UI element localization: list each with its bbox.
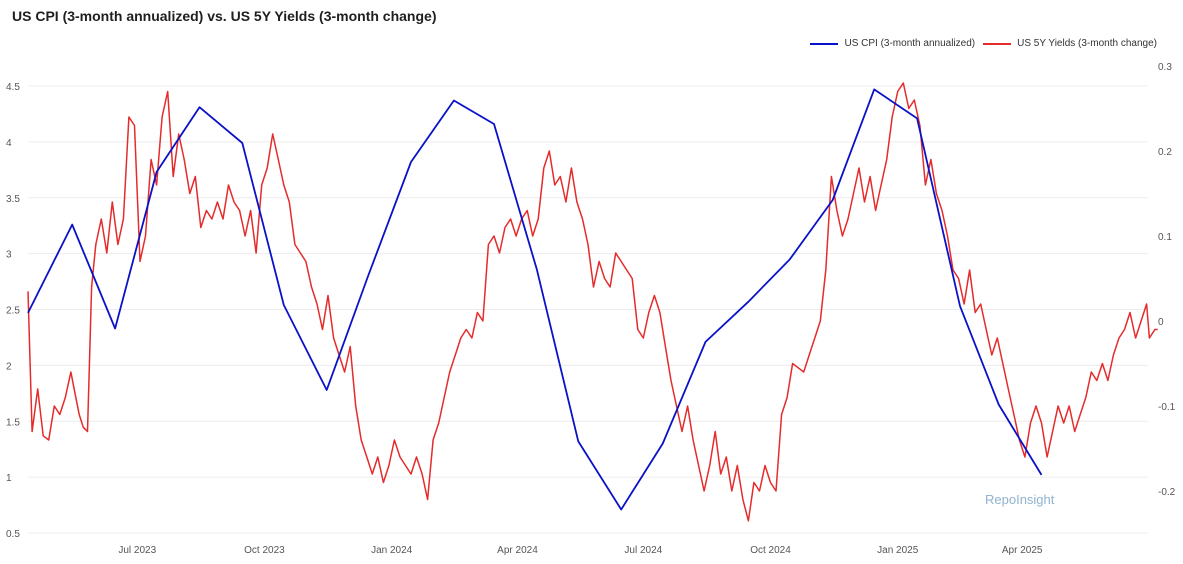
- legend-item-cpi[interactable]: US CPI (3-month annualized): [810, 38, 975, 49]
- legend-swatch-5y-yields: [983, 42, 1012, 45]
- y-right-tick-label: 0.1: [1158, 232, 1172, 243]
- watermark: RepoInsight: [985, 492, 1055, 507]
- y-left-tick-label: 4.5: [6, 82, 20, 93]
- y-right-tick-label: -0.1: [1158, 402, 1176, 413]
- y-left-tick-label: 3.5: [6, 194, 20, 205]
- y-right-tick-label: 0.3: [1158, 62, 1172, 73]
- y-left-tick-label: 3: [6, 250, 12, 261]
- x-tick-label: Jan 2025: [877, 545, 919, 556]
- y-left-tick-label: 4: [6, 138, 12, 149]
- x-tick-label: Apr 2024: [497, 545, 538, 556]
- y-left-tick-label: 0.5: [6, 529, 20, 540]
- x-tick-label: Apr 2025: [1002, 545, 1043, 556]
- series-line-5y-yields: [27, 82, 1158, 522]
- legend-item-5y-yields[interactable]: US 5Y Yields (3-month change): [983, 38, 1157, 49]
- x-tick-label: Jul 2024: [624, 545, 662, 556]
- x-tick-label: Jan 2024: [371, 545, 413, 556]
- y-left-tick-label: 1: [6, 473, 12, 484]
- y-right-tick-label: 0: [1158, 317, 1164, 328]
- x-tick-label: Oct 2024: [750, 545, 791, 556]
- legend: US CPI (3-month annualized) US 5Y Yields…: [810, 38, 1157, 49]
- x-tick-label: Jul 2023: [118, 545, 156, 556]
- legend-label-5y-yields: US 5Y Yields (3-month change): [1017, 38, 1157, 49]
- y-left-tick-label: 1.5: [6, 417, 20, 428]
- legend-label-cpi: US CPI (3-month annualized): [844, 38, 976, 49]
- series-line-cpi: [27, 88, 1043, 511]
- y-left-tick-label: 2.5: [6, 306, 20, 317]
- y-right-tick-label: -0.2: [1158, 487, 1176, 498]
- y-right-tick-label: 0.2: [1158, 147, 1172, 158]
- legend-swatch-cpi: [810, 42, 839, 45]
- chart-title: US CPI (3-month annualized) vs. US 5Y Yi…: [12, 8, 437, 24]
- x-tick-label: Oct 2023: [244, 545, 285, 556]
- y-left-tick-label: 2: [6, 361, 12, 372]
